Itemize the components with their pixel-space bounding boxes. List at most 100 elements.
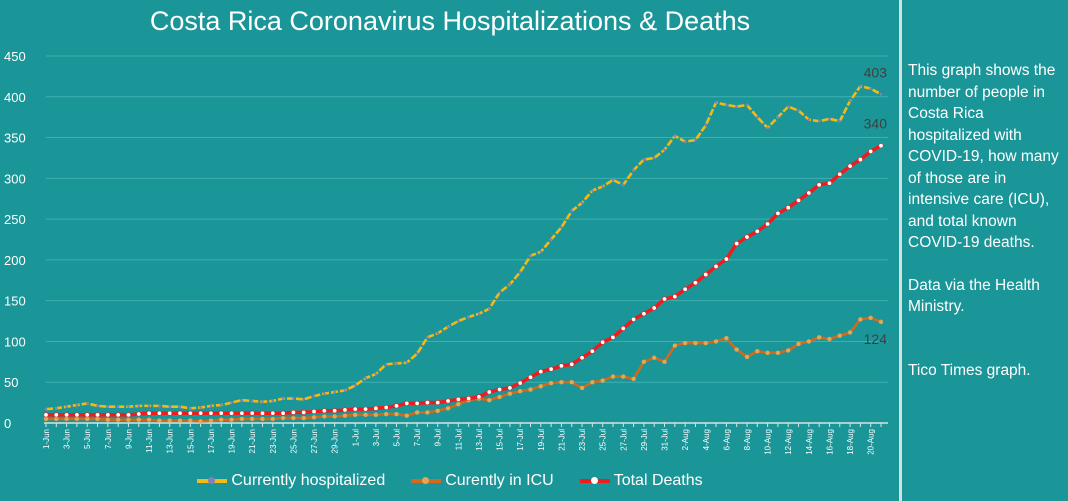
end-data-label: 403 xyxy=(864,64,888,80)
x-tick-label: 27-Jul xyxy=(619,429,628,451)
x-tick-label: 10-Aug xyxy=(764,429,773,455)
data-point xyxy=(261,400,264,404)
data-point xyxy=(332,414,337,419)
data-point xyxy=(838,119,842,123)
data-point xyxy=(424,400,430,406)
data-point xyxy=(797,109,800,112)
data-point xyxy=(486,389,492,395)
data-point xyxy=(115,412,121,418)
data-point xyxy=(75,403,79,407)
data-point xyxy=(436,331,440,335)
data-point xyxy=(404,413,410,418)
data-point xyxy=(744,354,750,360)
x-tick-label: 2-Aug xyxy=(681,429,690,450)
data-point xyxy=(517,388,523,394)
data-point xyxy=(631,316,637,322)
data-point xyxy=(178,405,182,408)
data-point xyxy=(414,400,420,406)
data-point xyxy=(816,335,822,340)
x-tick-label: 23-Jun xyxy=(269,429,278,453)
data-point xyxy=(497,394,502,400)
y-tick-label: 100 xyxy=(4,334,26,349)
data-point xyxy=(95,412,101,418)
x-tick-label: 3-Jun xyxy=(63,429,72,449)
x-tick-label: 19-Jul xyxy=(537,429,546,451)
data-point xyxy=(560,225,563,229)
data-point xyxy=(239,410,245,416)
data-point xyxy=(199,406,202,409)
data-point xyxy=(342,413,348,418)
data-point xyxy=(734,347,739,352)
data-point xyxy=(745,103,749,107)
x-tick-label: 17-Jun xyxy=(207,429,216,453)
data-point xyxy=(425,410,430,415)
data-point xyxy=(570,209,574,213)
data-point xyxy=(250,399,254,403)
credit-text: Tico Times graph. xyxy=(908,361,1031,379)
data-point xyxy=(878,143,884,149)
data-point xyxy=(74,412,80,418)
data-point xyxy=(457,319,460,323)
series-line xyxy=(46,144,882,417)
x-tick-label: 17-Jul xyxy=(516,429,525,451)
x-tick-label: 3-Jul xyxy=(372,429,381,447)
data-point xyxy=(322,414,327,419)
data-point xyxy=(672,343,678,348)
data-point xyxy=(44,407,48,411)
data-point xyxy=(157,418,162,423)
data-point xyxy=(704,124,708,127)
data-point xyxy=(559,380,564,385)
data-point xyxy=(167,410,173,416)
data-point xyxy=(528,374,534,380)
data-point xyxy=(651,305,657,311)
data-point xyxy=(301,409,307,415)
data-point xyxy=(776,115,780,119)
data-point xyxy=(352,406,358,412)
data-point xyxy=(467,315,470,319)
legend-item-hospitalized: Currently hospitalized xyxy=(197,472,385,490)
data-point xyxy=(498,291,501,294)
source-text: Data via the Health Ministry. xyxy=(908,276,1040,316)
data-point xyxy=(290,409,296,415)
y-tick-label: 450 xyxy=(4,49,26,64)
x-tick-label: 5-Jun xyxy=(83,429,92,449)
x-tick-label: 20-Aug xyxy=(867,429,876,455)
data-point xyxy=(713,339,719,344)
data-point xyxy=(694,138,697,142)
legend-item-icu: Curently in ICU xyxy=(411,472,554,490)
x-tick-label: 11-Jun xyxy=(145,429,154,453)
data-point xyxy=(652,355,657,360)
data-point xyxy=(816,182,822,188)
data-point xyxy=(837,171,843,177)
data-point xyxy=(786,105,790,108)
data-point xyxy=(692,280,698,286)
data-point xyxy=(168,405,172,408)
data-point xyxy=(321,408,327,414)
data-point xyxy=(146,417,152,422)
data-point xyxy=(879,93,883,96)
data-point xyxy=(682,286,688,292)
data-point xyxy=(507,385,513,391)
data-point xyxy=(558,363,564,369)
data-point xyxy=(219,403,223,407)
data-point xyxy=(785,205,791,211)
data-point xyxy=(786,348,791,353)
data-point xyxy=(426,336,429,339)
data-point xyxy=(632,168,635,172)
data-point xyxy=(714,101,718,104)
data-point xyxy=(259,410,265,416)
data-point xyxy=(859,84,862,88)
data-point xyxy=(383,405,389,411)
data-point xyxy=(703,340,708,346)
y-tick-label: 150 xyxy=(4,294,26,309)
data-point xyxy=(373,405,379,411)
x-tick-label: 25-Jun xyxy=(289,429,298,453)
y-tick-label: 50 xyxy=(4,375,18,390)
data-point xyxy=(548,366,554,372)
x-tick-label: 1-Jun xyxy=(42,429,51,449)
data-point xyxy=(569,361,575,367)
data-point xyxy=(713,263,719,269)
data-point xyxy=(765,221,771,227)
data-point xyxy=(219,417,224,422)
data-point xyxy=(239,416,245,422)
